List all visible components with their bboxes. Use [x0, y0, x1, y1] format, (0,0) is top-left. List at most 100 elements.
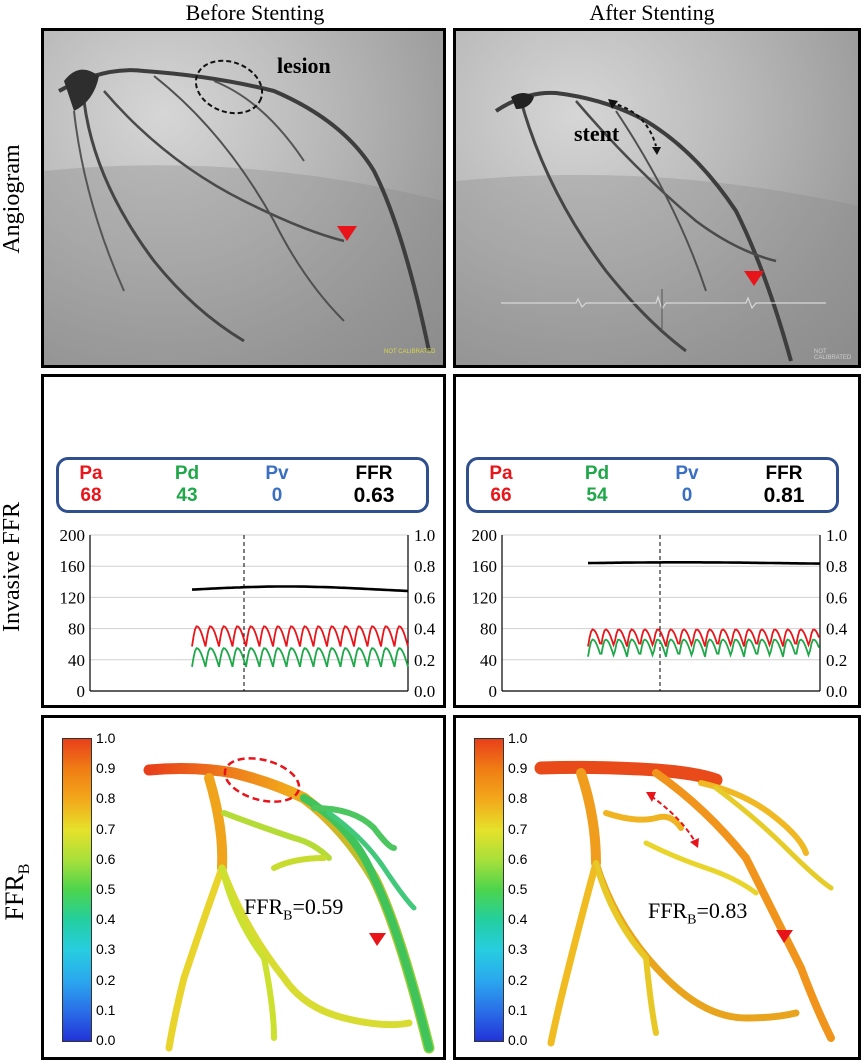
vessel-branch-5 — [73, 110, 125, 292]
pressure-readout-before: Pa 68 Pd 43 Pv 0 FFR 0.63 — [56, 457, 429, 513]
ffrb-value-before: FFRB=0.59 — [244, 894, 343, 924]
column-title-after: After Stenting — [589, 0, 715, 25]
left-tick-120: 120 — [472, 588, 498, 607]
angiogram-after-vessels — [456, 90, 858, 365]
vessel-branch-4 — [221, 810, 332, 861]
series-ffr — [587, 561, 820, 565]
colorbar — [474, 738, 504, 1042]
left-tick-160: 160 — [60, 557, 86, 576]
pv-value: 0 — [681, 485, 693, 506]
colorbar-tick-0.6: 0.6 — [96, 850, 116, 867]
colorbar-tick-0.7: 0.7 — [96, 820, 116, 837]
watermark-before: NOT CALIBRATED — [384, 349, 436, 355]
vessel-branch-3 — [219, 865, 277, 1041]
stent-arrow-head-top — [608, 99, 618, 109]
right-tick-0.6: 0.6 — [414, 588, 435, 607]
vessel-branch-6 — [698, 780, 809, 856]
colorbar-tick-0.1: 0.1 — [508, 1001, 528, 1018]
colorbar-tick-0.7: 0.7 — [508, 820, 528, 837]
vessel-trunk — [204, 773, 228, 873]
series-ffr — [191, 585, 409, 593]
invasive-ffr-after-panel: Pa 66 Pd 54 Pv 0 FFR 0.81 0 40 80 120 160 200… — [453, 374, 861, 708]
colorbar-tick-0.2: 0.2 — [508, 971, 528, 988]
vessel-branch-2 — [218, 864, 413, 1029]
ffrb-before-panel: 1.0 0.9 0.8 0.7 0.6 0.5 0.4 0.3 0.2 0.1 0.0 FFRB=0… — [41, 715, 446, 1060]
ffrb-prefix: FFR — [648, 898, 688, 923]
vessel-branch-3 — [615, 110, 707, 292]
left-tick-80: 80 — [480, 620, 497, 639]
ffr-value: 0.81 — [763, 484, 805, 507]
colorbar — [62, 738, 92, 1042]
ffrb-number: =0.83 — [696, 898, 748, 923]
left-tick-200: 200 — [60, 526, 86, 545]
colorbar-tick-0.2: 0.2 — [96, 971, 116, 988]
lesion-ellipse — [194, 59, 264, 115]
vessel-branch-2 — [103, 90, 345, 243]
ffrb-sub: B — [687, 912, 697, 928]
colorbar-tick-0.0: 0.0 — [96, 1032, 116, 1048]
lesion-ellipse — [223, 757, 301, 803]
colorbar-tick-0.6: 0.6 — [508, 850, 528, 867]
colorbar-tick-0.8: 0.8 — [508, 790, 528, 807]
stent-annotation: stent — [574, 121, 620, 146]
row-label-invasive-ffr: Invasive FFR — [0, 502, 25, 633]
right-tick-0.2: 0.2 — [414, 651, 435, 670]
ffrb-value-after: FFRB=0.83 — [648, 898, 747, 928]
right-tick-0.0: 0.0 — [826, 682, 847, 701]
right-tick-0.8: 0.8 — [826, 557, 847, 576]
lesion-annotation: lesion — [277, 53, 331, 78]
left-tick-0: 0 — [77, 682, 86, 701]
colorbar-tick-0.5: 0.5 — [96, 881, 116, 897]
left-tick-120: 120 — [60, 588, 86, 607]
red-marker-triangle — [744, 271, 764, 286]
red-marker-triangle — [369, 933, 386, 946]
angio-shadow — [456, 174, 858, 365]
colorbar-tick-0.4: 0.4 — [508, 911, 528, 928]
ecg-trace — [501, 295, 826, 311]
colorbar-tick-1.0: 1.0 — [508, 730, 528, 746]
column-title-before: Before Stenting — [185, 0, 325, 25]
ffr-value: 0.63 — [353, 484, 395, 507]
colorbar-tick-0.3: 0.3 — [96, 941, 116, 958]
right-tick-0.0: 0.0 — [414, 682, 435, 701]
right-tick-0.4: 0.4 — [414, 620, 436, 639]
ffrb-after-panel: 1.0 0.9 0.8 0.7 0.6 0.5 0.4 0.3 0.2 0.1 0.0 FFRB=0… — [453, 715, 861, 1060]
colorbar-tick-0.9: 0.9 — [96, 760, 116, 777]
vessel-branch-7 — [713, 785, 834, 891]
series-pa — [191, 625, 409, 647]
pa-value: 66 — [490, 485, 512, 506]
ffr-chart-before: 0 40 80 120 160 200 0.0 0.2 0.4 0.6 0.8 1.0 — [60, 526, 436, 701]
vessel-branch-1 — [82, 100, 245, 343]
row-label-ffrb: FFRB — [0, 857, 34, 927]
stent-arrow — [650, 795, 695, 841]
colorbar-tick-0.1: 0.1 — [96, 1001, 116, 1018]
pv-label: Pv — [675, 463, 699, 484]
angio-shadow — [44, 165, 443, 365]
left-tick-160: 160 — [472, 557, 498, 576]
colorbar-tick-0.8: 0.8 — [96, 790, 116, 807]
ffrb-prefix: FFR — [244, 894, 284, 919]
left-tick-40: 40 — [480, 651, 497, 670]
ffrb-sub: B — [283, 908, 293, 924]
pa-label: Pa — [79, 463, 103, 484]
ffr-chart-after: 0 40 80 120 160 200 0.0 0.2 0.4 0.6 0.8 1.0 — [472, 526, 848, 701]
vessel-ostium — [511, 93, 534, 109]
row-label-ffrb-sub: B — [16, 863, 34, 875]
right-tick-0.4: 0.4 — [826, 620, 848, 639]
red-marker-triangle — [337, 226, 357, 241]
left-tick-80: 80 — [68, 620, 85, 639]
colorbar-tick-0.0: 0.0 — [508, 1032, 528, 1048]
stent-arrow — [610, 102, 657, 147]
vessel-trunk — [576, 768, 601, 868]
vessel-branch-1 — [547, 859, 600, 1047]
stent-arrow-head-bottom — [690, 838, 699, 848]
angiogram-after-panel: stent NOT CALIBRATED — [453, 28, 861, 368]
vessel-branch-7 — [326, 810, 417, 911]
left-tick-0: 0 — [489, 682, 498, 701]
vessel-branch-4 — [213, 80, 305, 162]
vessel-lad-proximal — [534, 760, 723, 787]
pv-label: Pv — [265, 463, 289, 484]
pd-value: 54 — [586, 485, 608, 506]
vessel-branch-4 — [603, 810, 684, 831]
row-label-ffrb-main: FFR — [0, 874, 29, 921]
